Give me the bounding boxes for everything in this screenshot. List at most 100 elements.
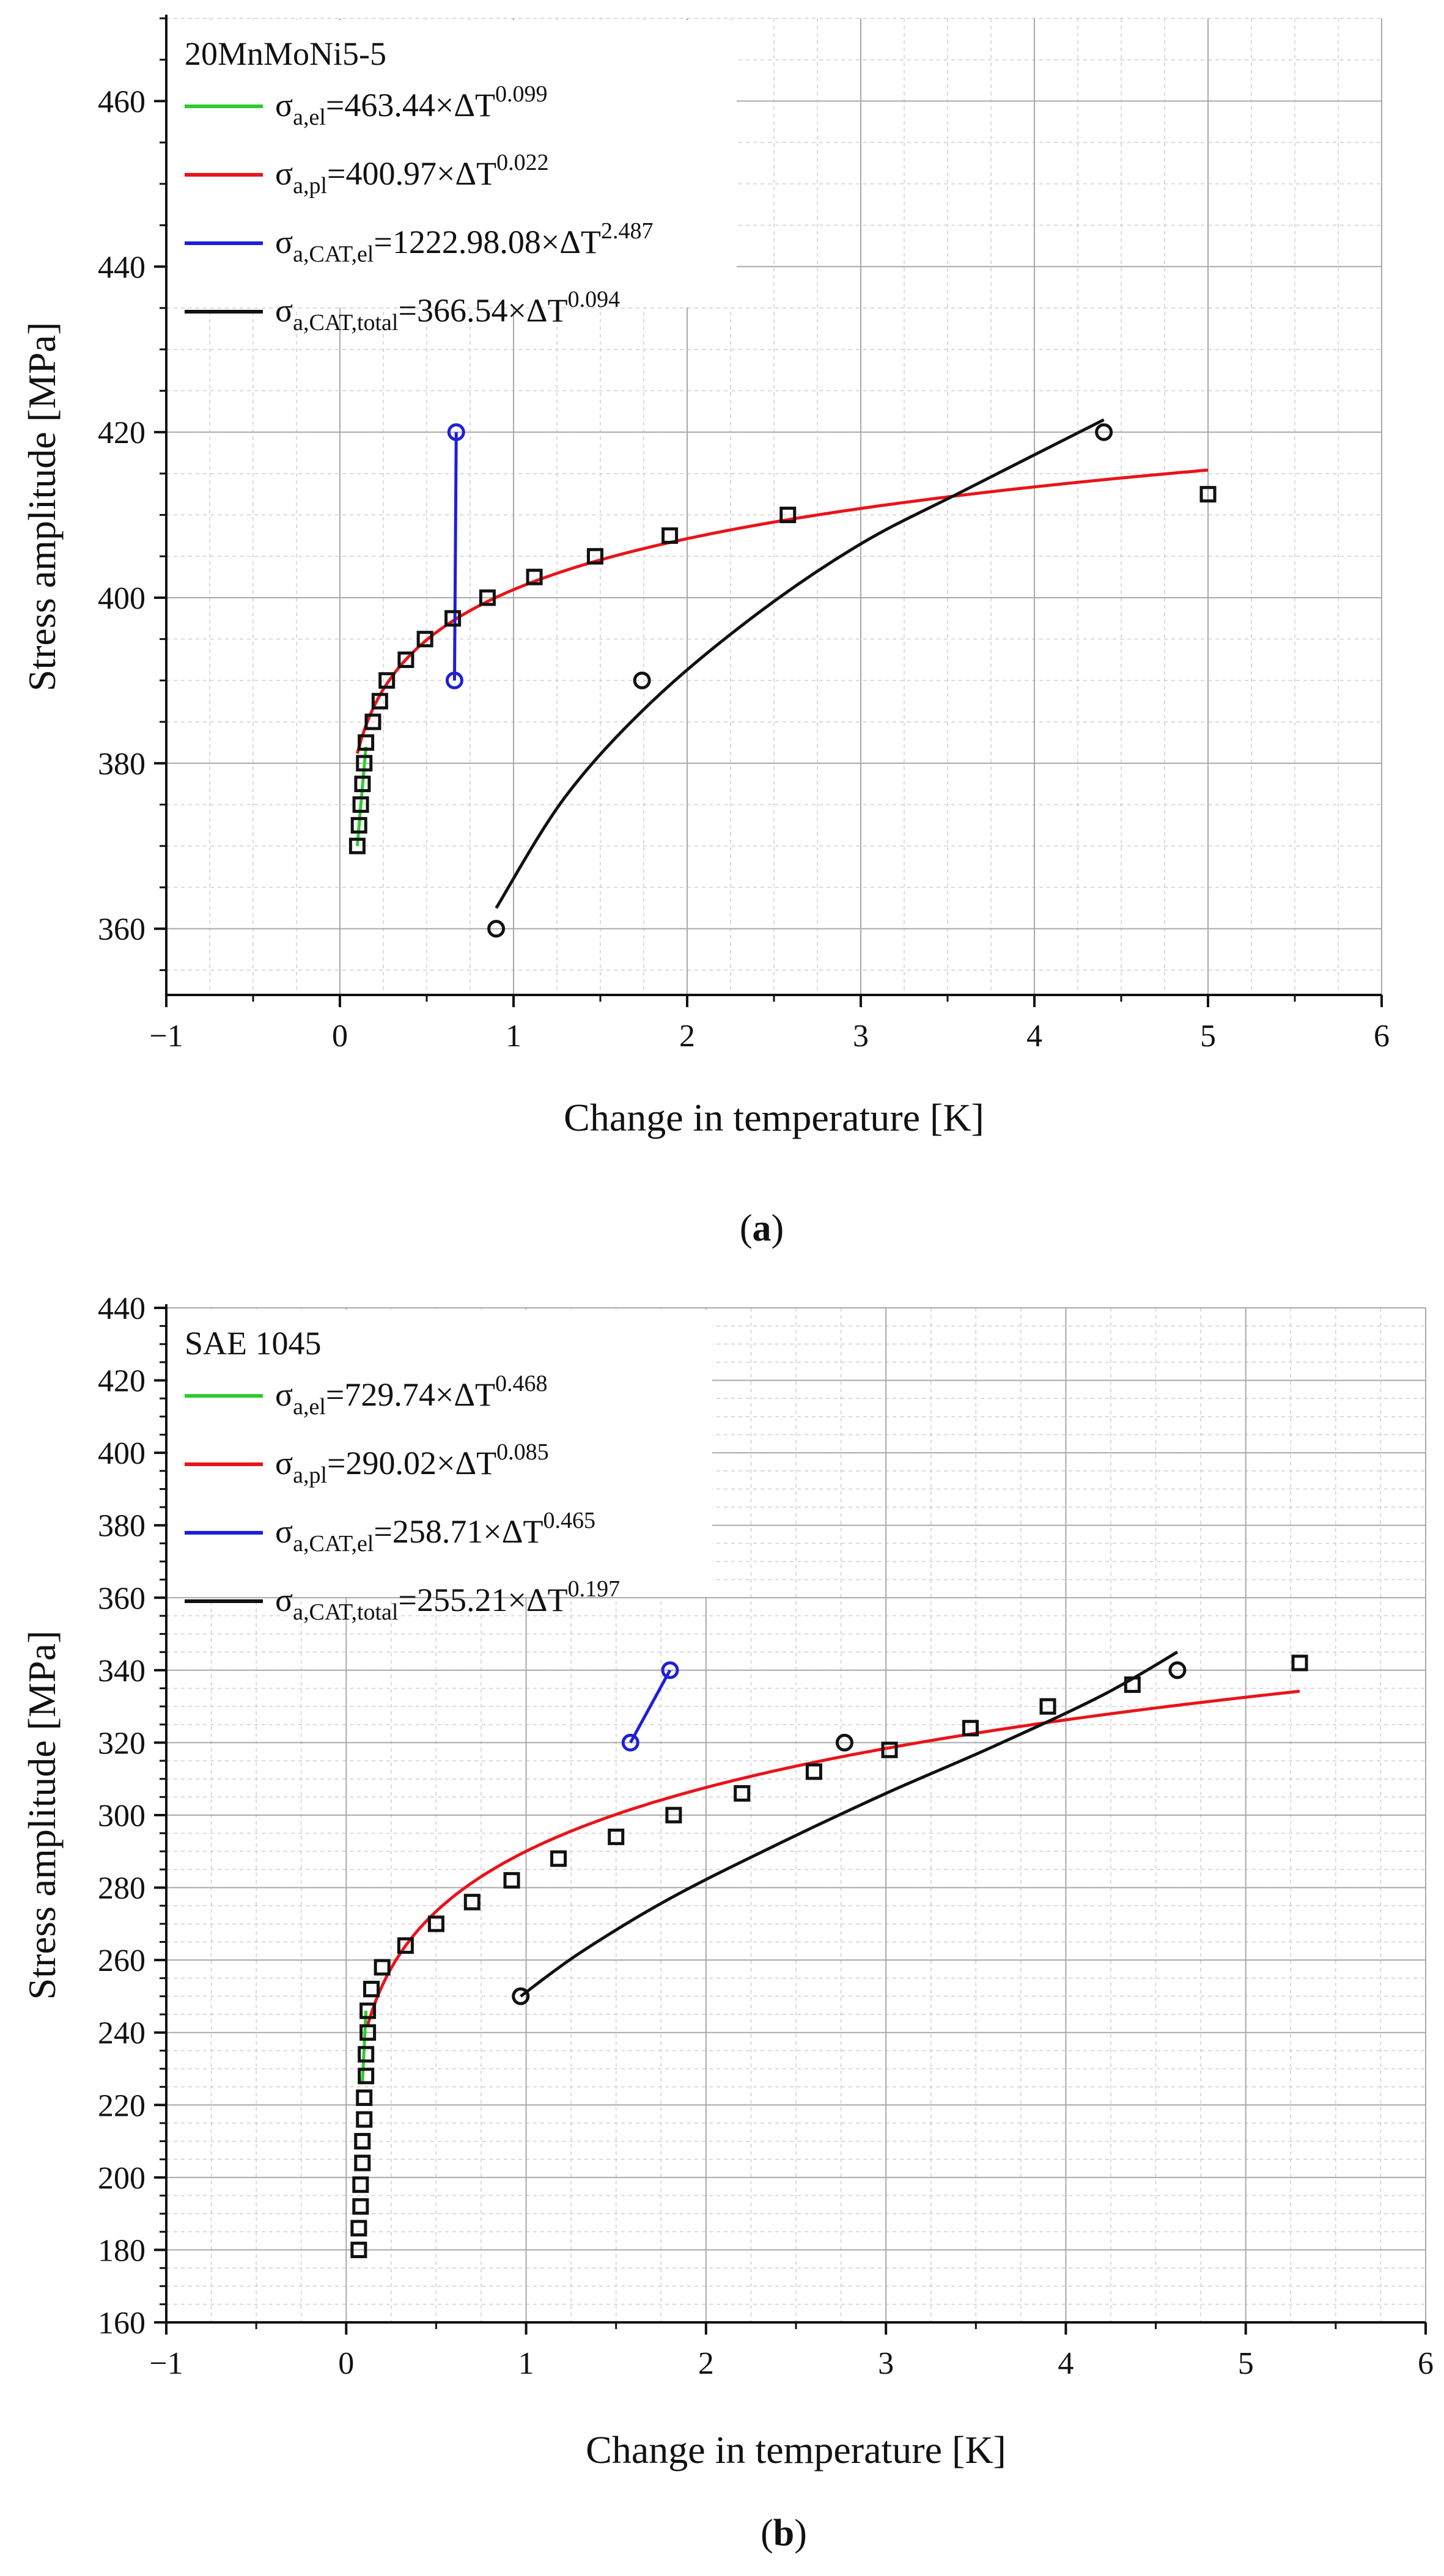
x-axis-title: Change in temperature [K] [586,2428,1006,2471]
y-tick-label: 200 [98,2161,146,2196]
x-tick-label: 3 [878,2346,894,2381]
data-point-square [363,1981,380,1998]
data-point-square [586,548,603,565]
data-point-square [805,1763,822,1780]
data-point-square [661,527,679,544]
data-point-circle-blue [447,423,465,441]
data-point-square [479,589,496,606]
y-tick-label: 340 [98,1654,146,1689]
data-point-circle [1168,1661,1187,1679]
data-point-circle-blue [445,671,463,689]
legend-entry: σa,el=729.74×ΔT0.468 [275,1371,548,1420]
x-tick-label: 5 [1238,2346,1254,2381]
x-tick-label: 2 [698,2346,714,2381]
data-point-square [779,507,797,524]
data-point-circle [633,671,651,689]
x-tick-label: 6 [1418,2346,1434,2381]
data-point-circle-blue [661,1661,679,1679]
x-tick-label: −1 [149,2346,183,2381]
legend-entry: σa,pl=400.97×ΔT0.022 [275,150,549,199]
data-point-square [354,2133,371,2150]
x-tick-label: 1 [506,1019,521,1054]
data-point-square [358,734,375,751]
y-tick-label: 440 [98,250,146,285]
x-tick-label: 2 [679,1019,695,1054]
legend-title: 20MnMoNi5-5 [185,35,386,72]
x-tick-label: 4 [1026,1019,1042,1054]
data-point-square [358,2046,375,2063]
data-point-square [358,2068,375,2085]
y-tick-label: 380 [98,1509,146,1544]
data-point-square [608,1829,625,1846]
data-point-circle [512,1987,530,2005]
y-tick-label: 400 [98,1436,146,1471]
y-tick-label: 220 [98,2088,146,2123]
y-axis-title: Stress amplitude [MPa] [20,1631,64,2000]
data-point-square [665,1807,682,1824]
series-line-sigma-a-cat-total [495,418,1105,909]
data-point-square [1039,1698,1056,1715]
series-line-sigma-a-el [355,746,368,846]
data-point-square [371,692,388,710]
data-point-square [356,755,373,772]
data-point-square [352,2198,369,2215]
data-point-square [356,2089,373,2106]
y-tick-label: 380 [98,747,146,782]
y-tick-label: 160 [98,2306,146,2341]
x-tick-label: 4 [1058,2346,1074,2381]
x-tick-label: 3 [853,1019,869,1054]
legend-entry: σa,CAT,total=255.21×ΔT0.197 [275,1576,620,1625]
panel-a: 360 380 400 420 440 460 −1 0 1 2 3 4 5 6 Change in tem… [20,15,1390,1249]
x-tick-label: 0 [332,1019,348,1054]
data-point-square [350,816,367,834]
data-point-square [356,2111,373,2128]
series-line-sigma-a-cat-el [629,1669,672,1744]
data-point-square [734,1785,751,1802]
data-point-square [881,1741,898,1758]
data-point-square [359,2024,377,2041]
x-tick-label: −1 [149,1019,183,1054]
data-point-square [444,610,462,627]
legend-entry: σa,pl=290.02×ΔT0.085 [275,1439,549,1488]
legend: SAE 1045 σa,el=729.74×ΔT0.468 σa,pl=290.02… [168,1310,712,1625]
data-point-square [427,1915,444,1932]
data-point-square [1291,1654,1308,1671]
x-tick-label: 5 [1200,1019,1216,1054]
data-point-square [350,2241,367,2258]
data-point-circle-blue [621,1733,639,1752]
legend-title: SAE 1045 [185,1325,322,1362]
x-axis-title: Change in temperature [K] [564,1096,984,1139]
data-point-square [348,837,366,854]
legend-background [168,1310,712,1597]
data-point-square [503,1872,520,1889]
data-point-square [364,713,381,730]
data-point-square [463,1893,481,1910]
series-line-sigma-a-pl [366,1689,1300,2025]
panel-label: (b) [761,2512,807,2554]
data-point-circle [1095,423,1113,441]
data-point-circle [487,920,506,938]
data-point-square [378,672,396,689]
y-tick-label: 280 [98,1871,146,1906]
data-point-square [397,651,414,669]
data-point-square [354,776,371,793]
y-axis-title: Stress amplitude [MPa] [20,322,64,691]
data-point-square [416,631,433,648]
y-tick-label: 240 [98,2016,146,2051]
data-point-square [526,568,543,585]
data-point-square [1199,486,1217,503]
data-point-square [350,2220,367,2237]
x-tick-label: 6 [1374,1019,1390,1054]
legend-entry: σa,el=463.44×ΔT0.099 [275,81,548,130]
panel-b: 1601802002202402602803003203403603804004… [20,1291,1434,2554]
data-point-circle [835,1733,853,1752]
legend-background [168,20,737,307]
y-tick-label: 420 [98,1364,146,1399]
y-tick-label: 360 [98,1581,146,1616]
legend-entry: σa,CAT,el=1222.98.08×ΔT2.487 [275,218,654,267]
data-point-square [550,1850,567,1867]
legend-entry: σa,CAT,el=258.71×ΔT0.465 [275,1508,595,1557]
y-tick-label: 260 [98,1943,146,1978]
plot-area [361,1651,1300,2083]
